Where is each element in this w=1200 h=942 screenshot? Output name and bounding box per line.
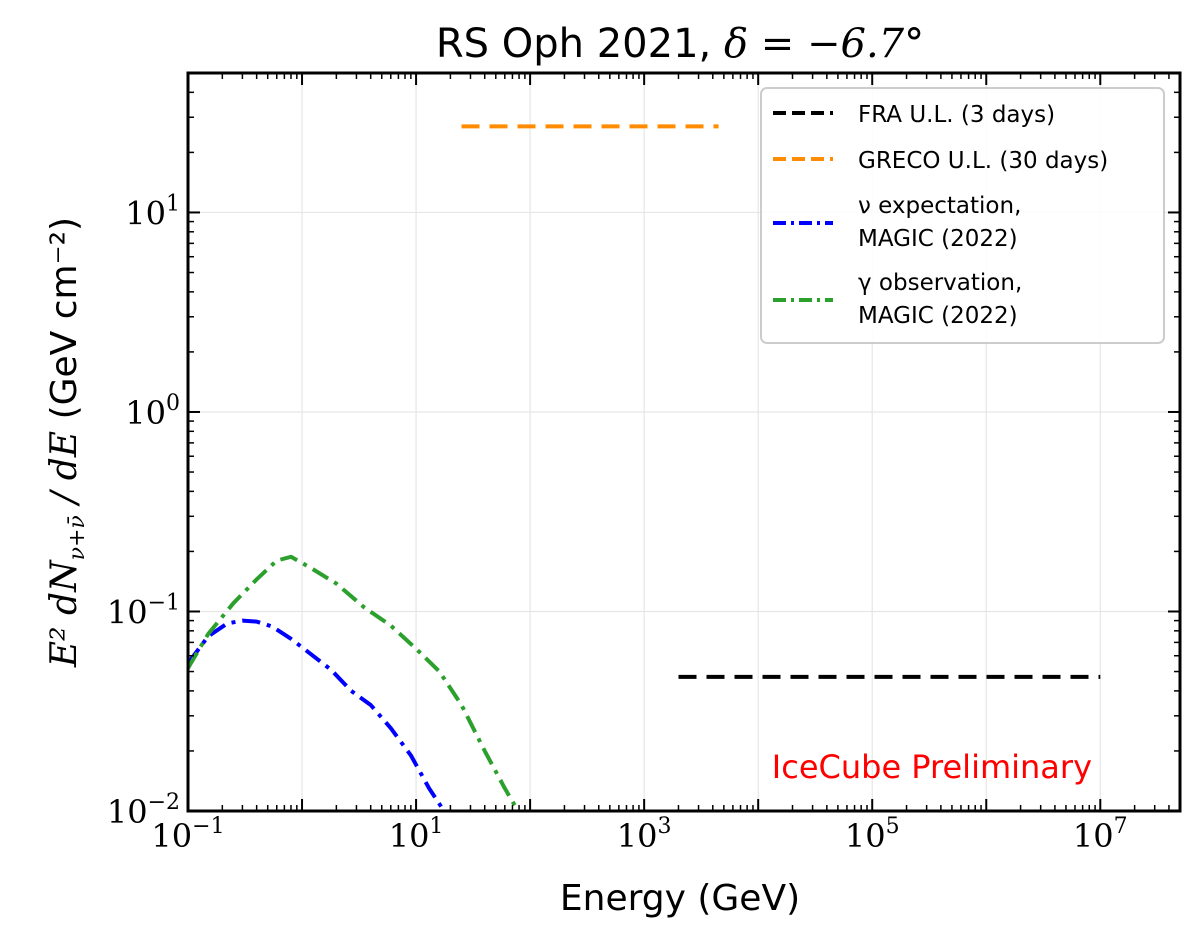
series-line-2 [188, 618, 447, 811]
y-tick-label: 101 [125, 191, 180, 232]
y-tick-label: 10−1 [107, 590, 180, 631]
series-layer [188, 124, 1101, 811]
legend-label-0: FRA U.L. (3 days) [858, 102, 1055, 128]
y-tick-label: 100 [125, 391, 180, 432]
x-tick-label: 101 [389, 814, 444, 855]
chart-title: RS Oph 2021, δ = −6.7° [436, 21, 924, 67]
legend-label-1: GRECO U.L. (30 days) [858, 148, 1108, 174]
x-tick-label: 105 [845, 814, 900, 855]
series-line-3 [188, 554, 521, 811]
plot-frame [186, 71, 1182, 813]
x-tick-label: 103 [617, 814, 672, 855]
icecube-preliminary-label: IceCube Preliminary [772, 748, 1092, 786]
legend: FRA U.L. (3 days) GRECO U.L. (30 days) ν e… [760, 87, 1165, 344]
y-tick-label: 10−2 [107, 790, 180, 831]
y-axis-label: E² dNν+ν̄ / dE (GeV cm⁻²) [44, 217, 90, 668]
legend-label-2: MAGIC (2022) [858, 226, 1018, 252]
svg-text:E² dNν+ν̄ / dE (GeV cm⁻²): E² dNν+ν̄ / dE (GeV cm⁻²) [44, 217, 90, 668]
legend-label-2: ν expectation, [858, 193, 1021, 219]
x-tick-label: 10−1 [151, 814, 224, 855]
x-axis-label: Energy (GeV) [560, 878, 800, 919]
x-tick-label: 107 [1073, 814, 1128, 855]
legend-box [760, 87, 1165, 344]
legend-label-3: MAGIC (2022) [858, 303, 1018, 329]
legend-label-3: γ observation, [858, 270, 1022, 296]
